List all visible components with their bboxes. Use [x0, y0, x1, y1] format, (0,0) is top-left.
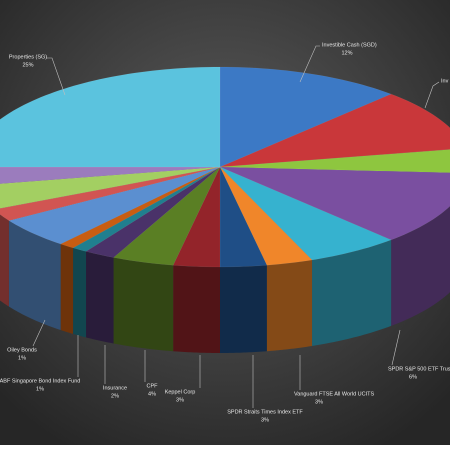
pie-slice — [85, 166, 221, 258]
pie-slice-side — [0, 214, 9, 307]
slice-value-label: 25% — [22, 62, 33, 68]
slice-label: Investible Cash (SGD) — [322, 42, 377, 48]
slice-label: SPDR S&P 500 ETF Trust — [388, 366, 450, 372]
pie-slice — [0, 166, 221, 184]
slice-value-label: 3% — [176, 397, 184, 403]
pie-slice — [219, 93, 450, 168]
slice-value-label: 3% — [261, 417, 269, 423]
slice-value-label: 6% — [409, 374, 417, 380]
pie-slice — [219, 149, 450, 173]
pie-slice — [219, 166, 450, 241]
leader-line — [46, 57, 66, 96]
slice-value-label: 2% — [111, 393, 119, 399]
slice-value-label: 1% — [36, 386, 44, 392]
slice-label: Oiley Bonds — [7, 347, 37, 353]
leader-line — [391, 329, 401, 366]
pie-slice-side — [312, 239, 392, 346]
pie-tops — [0, 66, 450, 268]
pie-slice-side — [60, 244, 74, 334]
pie-slice — [0, 166, 221, 221]
pie-slice — [172, 166, 221, 268]
slice-label: Insurance — [103, 385, 127, 391]
pie-slice — [0, 66, 221, 168]
pie-slice-side — [266, 259, 313, 352]
leader-line — [424, 81, 440, 109]
slice-label: ABF Singapore Bond Index Fund — [0, 378, 80, 384]
leader-line — [299, 45, 320, 83]
pie-slice-side — [113, 257, 174, 352]
pie-slice-side — [8, 220, 61, 331]
slice-label: Vanguard FTSE All World UCITS — [294, 391, 375, 397]
slice-value-label: 4% — [148, 391, 156, 397]
pie-slice-side — [220, 265, 267, 353]
pie-slice — [219, 166, 313, 266]
pie-slice-side — [173, 265, 220, 353]
slice-value-label: 12% — [341, 50, 352, 56]
pie-slice — [0, 166, 221, 209]
leader-line — [32, 319, 46, 347]
pie-slice-side — [391, 206, 450, 326]
slice-label: Keppel Corp — [165, 389, 196, 395]
pie-slice-side — [86, 251, 114, 344]
slice-value-label: 1% — [18, 355, 26, 361]
slice-label: Properties (SG) — [9, 54, 47, 60]
pie-slice — [219, 166, 392, 261]
labels: Investible Cash (SGD) 12% Inv SPDR S&P 500 … — [0, 42, 450, 423]
slice-label: CPF — [147, 383, 159, 389]
pie-slice — [8, 166, 221, 245]
pie-slice-side — [73, 247, 87, 338]
pie-sides — [0, 206, 450, 353]
slice-value-label: 3% — [315, 399, 323, 405]
pie-slice — [219, 166, 268, 268]
pie-slice — [219, 66, 392, 168]
pie-slice — [113, 166, 221, 266]
slice-label: Inv — [441, 78, 449, 84]
slice-label: SPDR Straits Times Index ETF — [227, 409, 303, 415]
